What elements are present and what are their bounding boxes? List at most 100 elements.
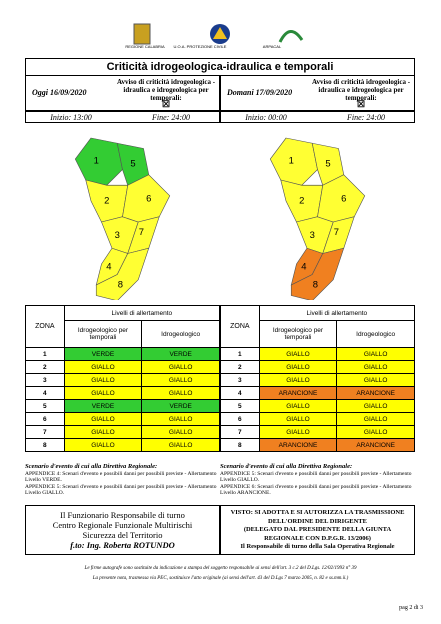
zone-number: 7 [220,425,260,439]
zone-number: 1 [220,347,260,361]
scenario-line: APPENDICE 4: Scenari d'evento e possibil… [25,470,217,484]
zone-number: 3 [220,373,260,387]
zone-label: 7 [334,227,339,238]
alert-level: GIALLO [63,373,143,387]
map-group: 1 2 3 4 5 6 7 8 [269,137,366,300]
zone-label: 1 [94,156,99,167]
day-header: Oggi 16/09/2020 Avviso di criticità idrog… [25,75,220,111]
zone-number: 1 [25,347,65,361]
footer-line: Centro Regionale Funzionale Multirischi [52,520,193,530]
page-number: pag 2 di 3 [399,605,423,611]
zone-header: ZONA [25,305,65,348]
table-row: 1 VERDE VERDE [25,347,220,361]
table-row: 2 GIALLO GIALLO [220,360,415,374]
date: Oggi 16/09/2020 [32,88,87,97]
zone-area [74,137,123,186]
zone-area [95,247,150,300]
alert-level: GIALLO [258,412,338,426]
alert-level: GIALLO [336,399,415,413]
footer-left: Il Funzionario Responsabile di turno Cent… [25,505,220,555]
zone-label: 3 [115,230,120,241]
date: Domani 17/09/2020 [227,88,293,97]
alert-level: ARANCIONE [336,438,415,452]
zone-number: 4 [220,386,260,400]
table-row: 7 GIALLO GIALLO [220,425,415,439]
footer-line: REGIONALE CON D.P.G.R. 13/2006) [264,534,371,542]
day-header: Domani 17/09/2020 Avviso di criticità idr… [220,75,415,111]
zone-map: 1 2 3 4 5 6 7 8 [269,137,366,300]
alert-level: GIALLO [336,373,415,387]
zone-label: 6 [341,193,346,204]
end-time: Fine: 24:00 [152,113,190,122]
logo-triangle [213,27,227,39]
zone-number: 7 [25,425,65,439]
alert-level: GIALLO [63,438,143,452]
zone-map: 1 2 3 4 5 6 7 8 [74,137,171,300]
zone-label: 8 [313,280,318,291]
alert-level: GIALLO [63,360,143,374]
note: La presente nota, trasmessa via PEC, sos… [92,576,349,581]
alert-level: GIALLO [258,373,338,387]
notice: Avviso di criticità idrogeologica - idra… [116,78,216,102]
alert-level: GIALLO [63,425,143,439]
zone-label: 4 [106,262,111,273]
zone-number: 3 [25,373,65,387]
table-row: 4 GIALLO GIALLO [25,386,220,400]
alert-level: GIALLO [258,360,338,374]
zone-header: ZONA [220,305,260,348]
zone-label: 5 [130,159,135,170]
alert-level: GIALLO [141,360,220,374]
alert-level: GIALLO [258,347,338,361]
zone-label: 3 [310,230,315,241]
zone-label: 1 [289,156,294,167]
alert-level: VERDE [141,347,220,361]
column-header: Idrogeologico [336,320,415,348]
alert-level: GIALLO [141,438,220,452]
table-header-row: ZONA Livelli di allertamento [220,305,416,348]
time-row: Inizio: 13:00 Fine: 24:00 [25,111,220,123]
alert-level: VERDE [63,347,143,361]
footer-line: f.to: Ing. Roberta ROTUNDO [70,540,175,550]
end-time: Fine: 24:00 [347,113,385,122]
table-row: 3 GIALLO GIALLO [25,373,220,387]
alert-level: GIALLO [141,373,220,387]
start-time: Inizio: 13:00 [50,113,92,122]
scenario-line: APPENDICE 5: Scenari d'evento e possibil… [25,483,217,497]
alert-level: VERDE [141,399,220,413]
alert-level: GIALLO [63,412,143,426]
zone-label: 4 [301,262,306,273]
start-time: Inizio: 00:00 [245,113,287,122]
table-row: 7 GIALLO GIALLO [25,425,220,439]
alert-level: VERDE [63,399,143,413]
footer-line: Sicurezza del Territorio [82,530,163,540]
zone-label: 6 [146,193,151,204]
logo-crest [133,23,151,45]
zone-number: 2 [220,360,260,374]
logo-arpacal [278,30,304,43]
scenario: Scenario d'evento di cui alla Direttiva … [220,463,415,497]
time-row: Inizio: 00:00 Fine: 24:00 [220,111,415,123]
zone-number: 5 [25,399,65,413]
scenario-line: APPENDICE 5: Scenari d'evento e possibil… [220,470,412,484]
zone-number: 4 [25,386,65,400]
alert-level: ARANCIONE [258,386,338,400]
logo-caption: U.O.A. PROTEZIONE CIVILE [173,44,227,49]
zone-number: 5 [220,399,260,413]
zone-area [290,247,345,300]
table-header-row: ZONA Livelli di allertamento [25,305,221,348]
alert-level: GIALLO [141,386,220,400]
table-row: 5 VERDE VERDE [25,399,220,413]
zone-number: 2 [25,360,65,374]
alert-level: GIALLO [336,425,415,439]
zone-label: 5 [325,159,330,170]
table-row: 1 GIALLO GIALLO [220,347,415,361]
scenario-line: APPENDICE 6: Scenari d'evento e possibil… [220,483,412,497]
checkbox: ☒ [356,99,366,109]
table-row: 3 GIALLO GIALLO [220,373,415,387]
alert-table: ZONA Livelli di allertamento Idrogeologico… [25,305,221,452]
scenario: Scenario d'evento di cui alla Direttiva … [25,463,220,497]
alert-level: GIALLO [336,360,415,374]
zone-number: 8 [25,438,65,452]
table-row: 4 ARANCIONE ARANCIONE [220,386,415,400]
note: Le firme autografe sono sostituite da in… [84,566,357,571]
